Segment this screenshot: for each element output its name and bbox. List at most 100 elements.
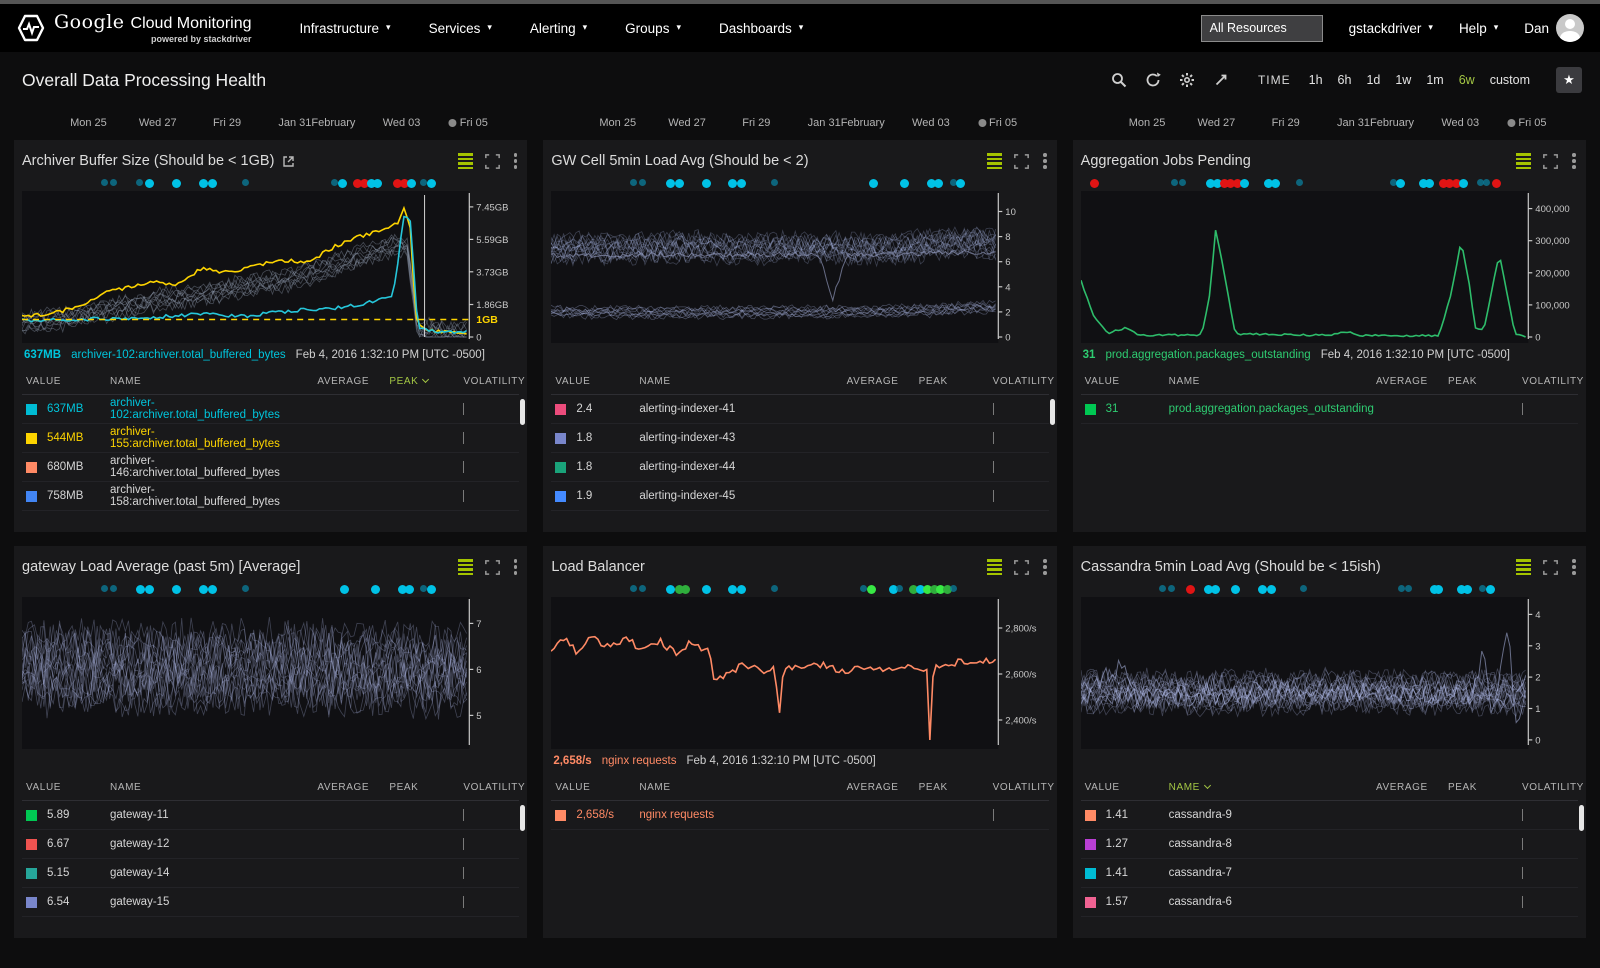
column-header-average[interactable]: AVERAGE — [846, 782, 899, 793]
event-dot[interactable] — [638, 179, 646, 186]
metric-name[interactable]: gateway-11 — [110, 809, 169, 821]
event-dot[interactable] — [1271, 179, 1281, 188]
chart-area[interactable]: 7.45GB 5.59GB 3.73GB 1.86GB 0 1GB — [21, 191, 519, 343]
event-dot[interactable] — [241, 179, 249, 186]
event-dot[interactable] — [1170, 179, 1178, 186]
column-header-volatility[interactable]: VOLATILITY — [992, 782, 1055, 793]
table-row[interactable]: 5.15 gateway-14 — [22, 859, 520, 888]
refresh-icon[interactable] — [1144, 71, 1162, 89]
column-header-value[interactable]: VALUE — [1084, 376, 1120, 387]
event-dot[interactable] — [933, 179, 943, 188]
event-dot[interactable] — [1226, 179, 1236, 188]
column-header-average[interactable]: AVERAGE — [1375, 782, 1428, 793]
column-header-volatility[interactable]: VOLATILITY — [1521, 376, 1584, 387]
chart-area[interactable]: 2,800/s 2,600/s 2,400/s — [550, 597, 1048, 749]
event-dot[interactable] — [1452, 179, 1462, 188]
expand-icon[interactable] — [1212, 71, 1230, 89]
event-dot[interactable] — [927, 179, 937, 188]
table-scrollbar[interactable] — [1578, 805, 1584, 831]
metric-name[interactable]: alerting-indexer-45 — [639, 490, 736, 502]
column-header-volatility[interactable]: VOLATILITY — [1521, 782, 1584, 793]
time-range-1d[interactable]: 1d — [1366, 73, 1381, 87]
fullscreen-icon[interactable] — [1543, 559, 1559, 575]
legend-list-icon[interactable] — [1516, 559, 1532, 575]
fullscreen-icon[interactable] — [1014, 559, 1030, 575]
event-dot[interactable] — [770, 585, 778, 592]
column-header-name[interactable]: NAME — [639, 376, 671, 387]
table-scrollbar[interactable] — [520, 399, 526, 425]
event-dot[interactable] — [1168, 585, 1176, 592]
table-row[interactable]: 1.41 cassandra-7 — [1080, 859, 1578, 888]
table-row[interactable]: 1.57 cassandra-6 — [1080, 888, 1578, 917]
time-range-6h[interactable]: 6h — [1337, 73, 1352, 87]
column-header-average[interactable]: AVERAGE — [1375, 376, 1428, 387]
metric-name[interactable]: alerting-indexer-41 — [639, 403, 736, 415]
event-dot[interactable] — [1239, 179, 1249, 188]
column-header-value[interactable]: VALUE — [555, 376, 591, 387]
table-row[interactable]: 2,658/s nginx requests — [551, 801, 1049, 830]
event-dot[interactable] — [889, 585, 899, 594]
event-dot[interactable] — [406, 179, 416, 188]
panel-menu-icon[interactable] — [1570, 151, 1578, 171]
event-dot[interactable] — [420, 585, 428, 592]
column-header-volatility[interactable]: VOLATILITY — [992, 376, 1055, 387]
column-header-peak[interactable]: PEAK — [389, 375, 463, 387]
event-dot[interactable] — [630, 585, 638, 592]
column-header-name[interactable]: NAME — [639, 782, 671, 793]
event-dot[interactable] — [1476, 179, 1484, 186]
column-header-name[interactable]: NAME — [110, 376, 142, 387]
event-dot[interactable] — [936, 585, 946, 594]
metric-name[interactable]: cassandra-6 — [1168, 896, 1232, 908]
metric-name[interactable]: cassandra-7 — [1168, 867, 1232, 879]
event-dot[interactable] — [949, 585, 957, 592]
column-header-peak[interactable]: PEAK — [1447, 376, 1478, 387]
event-dot[interactable] — [956, 179, 966, 188]
event-dot[interactable] — [942, 585, 952, 594]
fullscreen-icon[interactable] — [484, 153, 500, 169]
chart-area[interactable]: 400,000 300,000 200,000 100,000 0 — [1079, 191, 1578, 343]
table-row[interactable]: 6.54 gateway-15 — [22, 888, 520, 917]
event-dot[interactable] — [1266, 585, 1276, 594]
event-dot[interactable] — [922, 585, 932, 594]
column-header-peak[interactable]: PEAK — [918, 782, 948, 793]
event-dot[interactable] — [737, 179, 747, 188]
fullscreen-icon[interactable] — [1543, 153, 1559, 169]
column-header-volatility[interactable]: VOLATILITY — [463, 782, 526, 793]
column-header-peak[interactable]: PEAK — [1447, 782, 1478, 793]
event-dot[interactable] — [860, 585, 868, 592]
table-row[interactable]: 5.89 gateway-11 — [22, 801, 520, 830]
event-dot[interactable] — [199, 585, 209, 594]
event-dot[interactable] — [1483, 179, 1491, 186]
event-dot[interactable] — [1295, 179, 1303, 186]
column-header-name[interactable]: NAME — [1169, 781, 1376, 793]
table-row[interactable]: 1.41 cassandra-9 — [1080, 801, 1578, 830]
event-dot[interactable] — [929, 585, 939, 594]
event-dot[interactable] — [420, 179, 428, 186]
legend-list-icon[interactable] — [987, 559, 1003, 575]
table-row[interactable]: 1.9 alerting-indexer-45 — [551, 482, 1049, 511]
table-row[interactable]: 544MB archiver-155:archiver.total_buffere… — [22, 424, 520, 453]
event-dot[interactable] — [1233, 179, 1243, 188]
event-dot[interactable] — [1438, 179, 1448, 188]
external-link-icon[interactable] — [282, 155, 295, 168]
event-dot[interactable] — [728, 585, 738, 594]
time-range-1h[interactable]: 1h — [1308, 73, 1323, 87]
table-row[interactable]: 2.4 alerting-indexer-41 — [551, 395, 1049, 424]
event-dot[interactable] — [900, 179, 910, 188]
event-dot[interactable] — [1434, 585, 1444, 594]
event-dot[interactable] — [1485, 585, 1495, 594]
event-dot[interactable] — [241, 585, 249, 592]
status-metric-name[interactable]: nginx requests — [601, 755, 677, 767]
column-header-average[interactable]: AVERAGE — [317, 782, 370, 793]
account-menu[interactable]: gstackdriver ▾ — [1349, 21, 1433, 36]
event-dot[interactable] — [207, 585, 217, 594]
status-metric-name[interactable]: prod.aggregation.packages_outstanding — [1105, 349, 1311, 361]
metric-name[interactable]: archiver-146:archiver.total_buffered_byt… — [110, 455, 280, 479]
column-header-average[interactable]: AVERAGE — [317, 376, 370, 387]
column-header-name[interactable]: NAME — [1168, 376, 1200, 387]
time-range-6w[interactable]: 6w — [1458, 73, 1475, 87]
event-dot[interactable] — [1458, 179, 1468, 188]
event-dot[interactable] — [1186, 585, 1196, 594]
column-header-volatility[interactable]: VOLATILITY — [463, 376, 526, 387]
event-dot[interactable] — [1230, 585, 1240, 594]
